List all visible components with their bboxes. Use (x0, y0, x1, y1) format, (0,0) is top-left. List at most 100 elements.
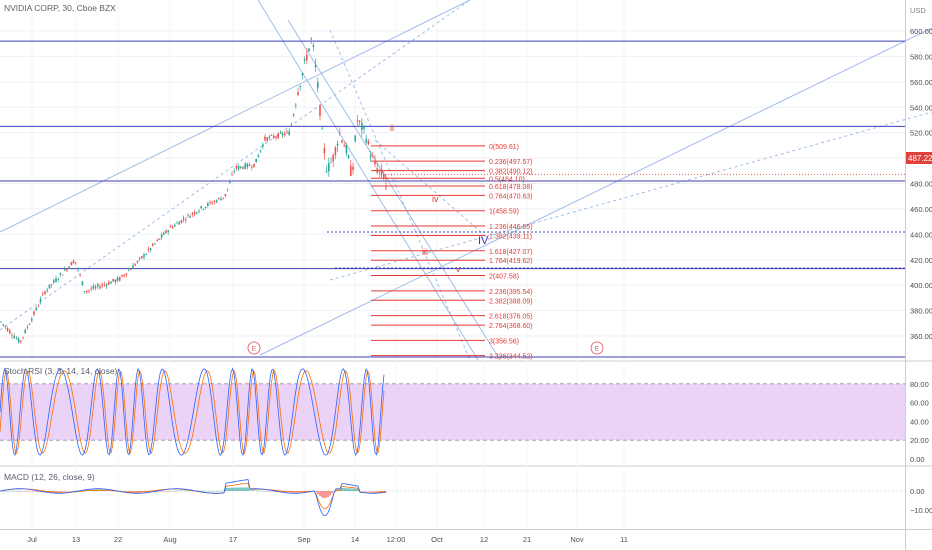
candle-body (299, 85, 301, 87)
macd-histogram-bar (361, 490, 363, 492)
candle-body (114, 279, 117, 283)
candle-body (15, 338, 18, 340)
macd-histogram-bar (371, 491, 373, 492)
candle-body (343, 145, 345, 147)
candle-body (191, 213, 194, 215)
candle-body (363, 126, 365, 130)
candle-body (116, 277, 119, 281)
candle-body (55, 278, 57, 282)
price-tick-label: 380.00 (910, 307, 932, 316)
candle-body (94, 286, 97, 288)
candle-body (123, 274, 125, 277)
candle-body (374, 160, 376, 165)
candle-body (48, 284, 51, 289)
macd-histogram-bar (211, 490, 213, 492)
candle-body (308, 48, 310, 52)
macd-histogram-bar (383, 491, 385, 492)
macd-histogram-bar (241, 487, 243, 491)
macd-histogram-bar (239, 487, 241, 491)
main-pane[interactable] (0, 0, 905, 360)
candle-body (187, 214, 189, 216)
candle-body (103, 284, 106, 286)
macd-histogram-bar (25, 491, 27, 492)
channel-line (287, 19, 501, 361)
candle-body (297, 92, 299, 96)
fib-level-label: 1.618(427.07) (489, 249, 533, 256)
macd-histogram-bar (23, 491, 25, 492)
macd-histogram-bar (271, 491, 273, 492)
macd-histogram-bar (185, 490, 187, 492)
candle-body (68, 266, 70, 269)
macd-histogram-bar (27, 491, 29, 492)
candle-body (321, 128, 323, 130)
fib-level-label: 0(509.61) (489, 144, 519, 151)
currency-label: USD (910, 6, 926, 15)
candle-body (325, 171, 328, 173)
candle-body (86, 291, 88, 292)
fib-level-label: 3.236(344.52) (489, 354, 533, 361)
macd-histogram-bar (377, 491, 379, 492)
price-axis-background[interactable] (906, 0, 932, 550)
macd-histogram-bar (213, 490, 215, 492)
candle-body (383, 174, 385, 179)
candle-body (72, 260, 75, 264)
candle-body (13, 336, 15, 339)
macd-histogram-bar (375, 491, 377, 492)
macd-histogram-bar (173, 490, 175, 492)
candle-body (22, 337, 24, 338)
fib-level-label: 2(407.58) (489, 274, 519, 281)
candle-body (6, 328, 9, 332)
candle-body (301, 72, 304, 76)
macd-plot (0, 479, 905, 517)
candle-body (207, 203, 209, 206)
candle-body (64, 268, 66, 271)
macd-histogram-bar (133, 491, 135, 492)
candle-body (233, 171, 235, 172)
macd-histogram-bar (15, 490, 17, 492)
candle-body (196, 212, 198, 214)
candle-body (202, 208, 205, 210)
macd-histogram-bar (349, 488, 351, 491)
macd-histogram-bar (379, 491, 381, 492)
candle-body (226, 188, 229, 190)
candle-body (268, 136, 271, 138)
wave-label: iv (432, 194, 439, 204)
macd-histogram-bar (53, 491, 55, 492)
candle-body (376, 168, 378, 173)
macd-histogram-bar (55, 491, 57, 492)
candle-body (160, 234, 163, 238)
candle-body (218, 197, 220, 199)
macd-histogram-bar (183, 490, 185, 492)
candle-body (66, 268, 68, 271)
price-tick-label: 580.00 (910, 52, 932, 61)
macd-histogram-bar (217, 490, 219, 492)
candle-body (198, 210, 200, 212)
fib-extension[interactable]: 0(509.61) 0.236(497.57) 0.382(490.12)0.5(4… (371, 144, 533, 361)
macd-histogram-bar (343, 488, 345, 491)
horizontal-levels[interactable] (0, 40, 905, 358)
candle-body (50, 284, 53, 285)
price-candles (0, 37, 905, 344)
macd-histogram-bar (9, 490, 11, 492)
candle-body (292, 114, 295, 116)
candle-body (244, 163, 246, 169)
candle-body (334, 147, 337, 156)
candle-body (57, 279, 59, 281)
candle-body (290, 125, 293, 127)
candle-body (130, 269, 132, 270)
candle-body (37, 306, 40, 307)
time-tick-label: Aug (163, 535, 176, 544)
candle-body (158, 238, 161, 240)
candle-body (0, 321, 2, 323)
candle-body (215, 200, 218, 203)
candle-body (341, 140, 343, 143)
candle-body (178, 222, 180, 225)
time-tick-label: Nov (570, 535, 584, 544)
candle-body (171, 226, 174, 229)
time-tick-label: 12 (480, 535, 488, 544)
candle-body (255, 158, 257, 163)
macd-pane[interactable] (0, 467, 905, 529)
symbol-title: NVIDIA CORP, 30, Cboe BZX (4, 3, 116, 13)
